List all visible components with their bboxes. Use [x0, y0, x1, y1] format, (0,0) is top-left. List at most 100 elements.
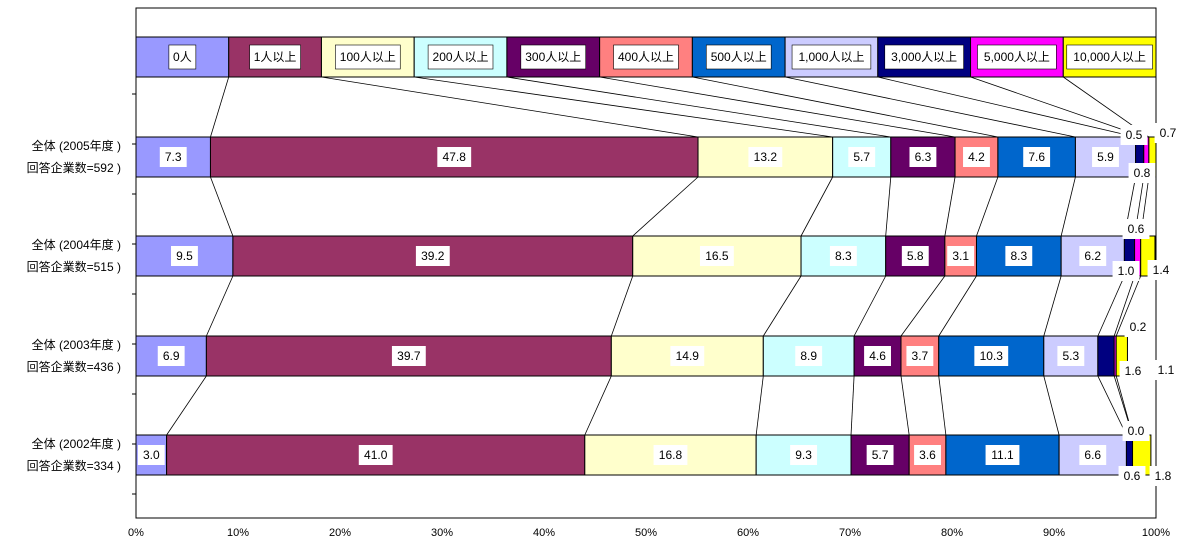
x-tick-label: 100% [1142, 527, 1170, 539]
data-label-box [848, 147, 876, 167]
connector-line [599, 76, 956, 138]
data-label: 0.5 [1126, 128, 1143, 142]
data-label-box [985, 445, 1020, 465]
legend-label: 500人以上 [711, 50, 767, 64]
connector-line [976, 176, 999, 237]
legend-label: 100人以上 [340, 50, 396, 64]
connector-line [692, 76, 998, 138]
connector-line [610, 275, 634, 337]
data-label: 9.3 [795, 448, 812, 462]
data-label-box [391, 346, 426, 366]
connector-line [755, 375, 764, 436]
data-label: 5.7 [872, 448, 889, 462]
category-label-line1: 全体 (2002年度 ) [32, 436, 121, 451]
legend-label-box [335, 44, 401, 70]
data-label: 8.3 [835, 249, 852, 263]
data-label-box [901, 246, 929, 266]
data-label: 3.0 [143, 448, 160, 462]
connector-line [584, 375, 612, 436]
legend-label: 0人 [173, 50, 192, 64]
data-label-box [1119, 361, 1147, 381]
data-label-box [909, 147, 937, 167]
data-labels: 7.3 47.8 13.2 5.7 6.3 4.2 7.6 5.9 0.8 0.5 0.7 9.5 39… [137, 123, 1182, 486]
data-label: 0.8 [1134, 166, 1151, 180]
connector-line [206, 275, 234, 337]
category-label-line1: 全体 (2003年度 ) [32, 337, 121, 352]
data-label-box [748, 147, 783, 167]
data-label-box [159, 147, 187, 167]
legend-label-box [249, 44, 301, 70]
connector-line [944, 176, 956, 237]
data-label-box [1152, 360, 1180, 380]
legend: 0人 1人以上 100人以上 200人以上 300人以上 400人以上 500人以上 1,00… [135, 36, 1157, 78]
connector-line [1113, 275, 1135, 337]
legend-label-box [168, 44, 197, 70]
legend-label-box [427, 44, 494, 70]
data-label-box [795, 346, 823, 366]
data-label-box [1023, 147, 1051, 167]
data-label-box [1120, 125, 1148, 145]
legend-label-box [791, 44, 872, 70]
data-label-box [157, 346, 185, 366]
data-label: 5.8 [907, 249, 924, 263]
legend-label-box [520, 44, 587, 70]
connector-line [210, 176, 234, 237]
x-tick-label: 30% [431, 527, 453, 539]
data-label-box [947, 246, 975, 266]
data-label: 1.8 [1155, 469, 1172, 483]
data-label: 16.8 [659, 448, 683, 462]
connector-line [938, 275, 977, 337]
connector-line [1097, 375, 1127, 436]
data-label-box [864, 346, 891, 366]
x-tick-label: 50% [635, 527, 657, 539]
legend-label: 200人以上 [433, 50, 489, 64]
connector-line [321, 76, 699, 138]
data-label: 4.6 [869, 349, 886, 363]
connector-line [800, 176, 834, 237]
data-label: 5.3 [1062, 349, 1079, 363]
data-label-box [1118, 466, 1146, 486]
connector-line [885, 176, 892, 237]
data-label: 3.1 [952, 249, 969, 263]
connector-line [166, 375, 207, 436]
data-label: 6.3 [915, 150, 932, 164]
data-label-box [1154, 123, 1182, 143]
data-label: 0.2 [1130, 320, 1147, 334]
data-label: 0.0 [1128, 424, 1145, 438]
connector-line [414, 76, 833, 138]
legend-label: 10,000人以上 [1073, 50, 1146, 64]
data-label: 1.0 [1118, 264, 1135, 278]
data-label: 41.0 [364, 448, 388, 462]
category-label-line1: 全体 (2004年度 ) [32, 237, 121, 252]
data-label: 1.6 [1125, 364, 1142, 378]
x-tick-label: 40% [533, 527, 555, 539]
data-label-box [1149, 466, 1177, 486]
bar-segment [209, 136, 699, 178]
x-tick-label: 60% [737, 527, 759, 539]
legend-label-box [705, 44, 772, 70]
data-label: 16.5 [705, 249, 729, 263]
connector-line [1043, 275, 1062, 337]
data-label-box [437, 147, 472, 167]
connector-line [850, 375, 855, 436]
data-label-box [914, 445, 941, 465]
data-label-box [1079, 246, 1107, 266]
data-label-box [790, 445, 818, 465]
connector-line [970, 76, 1144, 138]
data-label: 5.9 [1097, 150, 1114, 164]
data-label: 1.1 [1158, 363, 1175, 377]
data-label-box [1122, 219, 1150, 239]
data-label-box [974, 346, 1009, 366]
data-label: 10.3 [980, 349, 1004, 363]
data-label-box [171, 246, 198, 266]
connector-line [210, 76, 230, 138]
data-label: 8.3 [1010, 249, 1027, 263]
legend-label-box [613, 44, 679, 70]
x-axis: 0% 10% 20% 30% 40% 50% 60% 70% 80% 90% 100% [128, 93, 1170, 539]
data-label: 1.4 [1153, 263, 1170, 277]
data-label-box [1005, 246, 1033, 266]
data-label: 6.9 [163, 349, 180, 363]
x-tick-label: 0% [128, 527, 144, 539]
data-label-box [1112, 261, 1140, 281]
